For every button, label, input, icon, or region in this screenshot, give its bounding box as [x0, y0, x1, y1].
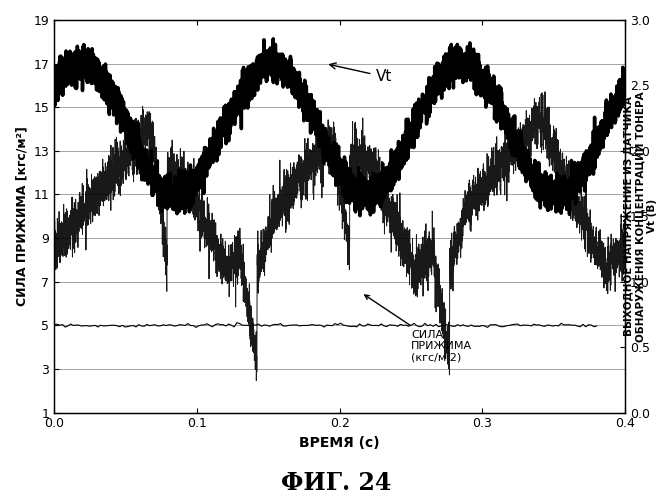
Text: Vt: Vt [330, 63, 392, 84]
Text: СИЛА
ПРИЖИМА
(кгс/м 2): СИЛА ПРИЖИМА (кгс/м 2) [365, 295, 472, 363]
Text: ФИГ. 24: ФИГ. 24 [281, 471, 391, 495]
Y-axis label: ВЫХОДНОЕ НАПРЯЖЕНИЕ ИЗ ДАТЧИКА
ОБНАРУЖЕНИЯ КОНЦЕНТРАЦИИ ТОНЕРА
Vt (В): ВЫХОДНОЕ НАПРЯЖЕНИЕ ИЗ ДАТЧИКА ОБНАРУЖЕН… [624, 91, 657, 342]
X-axis label: ВРЕМЯ (с): ВРЕМЯ (с) [300, 436, 380, 450]
Y-axis label: СИЛА ПРИЖИМА [кгс/м²]: СИЛА ПРИЖИМА [кгс/м²] [15, 126, 28, 306]
